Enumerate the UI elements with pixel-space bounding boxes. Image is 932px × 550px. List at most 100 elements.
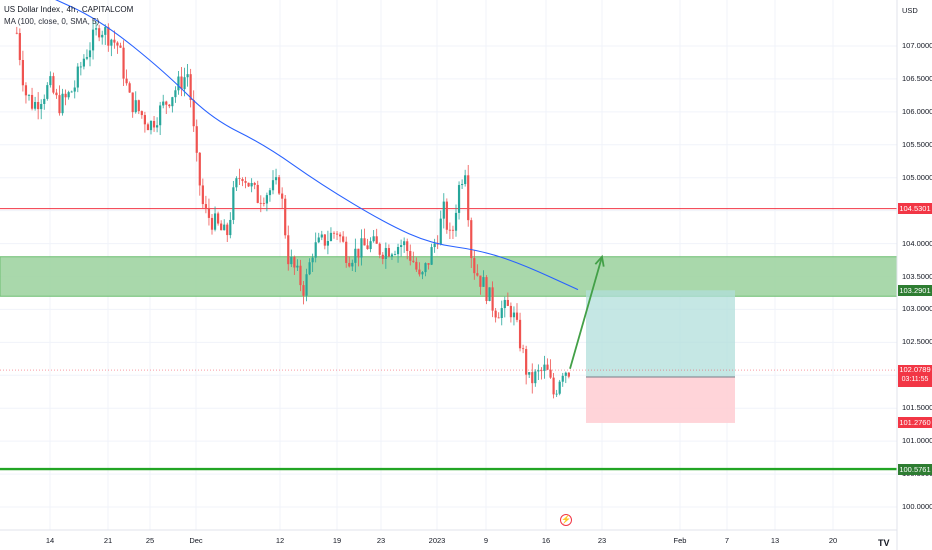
candle-body bbox=[461, 184, 464, 186]
candle bbox=[384, 242, 387, 269]
time-tick-label: Dec bbox=[189, 536, 203, 545]
candle-body bbox=[287, 235, 290, 265]
candle bbox=[104, 24, 107, 45]
candle-body bbox=[265, 195, 268, 204]
candle-body bbox=[79, 66, 82, 68]
price-tick-label: 102.5000 bbox=[902, 337, 932, 347]
candle-body bbox=[439, 218, 442, 245]
price-badge[interactable]: 104.5301 bbox=[898, 203, 932, 215]
candle bbox=[192, 90, 195, 132]
position-stop-area[interactable] bbox=[586, 376, 735, 423]
currency-label[interactable]: USD bbox=[902, 6, 918, 15]
candle bbox=[49, 71, 52, 88]
candle bbox=[186, 63, 189, 87]
candle bbox=[473, 250, 476, 280]
candle bbox=[326, 230, 329, 255]
candle-body bbox=[244, 181, 247, 183]
candle-body bbox=[70, 91, 73, 93]
candle bbox=[485, 275, 488, 305]
candle-body bbox=[369, 241, 372, 250]
candle bbox=[360, 229, 363, 266]
candle-body bbox=[159, 105, 162, 126]
candle-body bbox=[387, 248, 390, 257]
candle-body bbox=[479, 275, 482, 287]
candle bbox=[256, 180, 259, 204]
current-price-badge: 102.0789 03:11:55 bbox=[898, 365, 932, 388]
legend-interval[interactable]: 4h bbox=[66, 5, 76, 14]
legend-symbol[interactable]: US Dollar Index bbox=[4, 5, 61, 14]
candle bbox=[217, 211, 220, 226]
candle-body bbox=[396, 246, 400, 255]
candle-body bbox=[180, 76, 183, 90]
candle bbox=[73, 80, 76, 99]
candle bbox=[296, 259, 299, 272]
candle bbox=[369, 237, 372, 253]
candle bbox=[119, 42, 122, 48]
candle-body bbox=[183, 77, 186, 90]
candle bbox=[439, 210, 442, 246]
candle bbox=[311, 253, 314, 272]
candle-body bbox=[326, 240, 329, 246]
candle bbox=[366, 238, 369, 250]
candle bbox=[165, 100, 168, 115]
candle-body bbox=[223, 224, 226, 231]
candle bbox=[403, 237, 406, 253]
bar-countdown: 03:11:55 bbox=[901, 376, 929, 384]
candle-body bbox=[91, 29, 95, 51]
candle bbox=[113, 30, 116, 49]
candle-body bbox=[375, 236, 378, 244]
lightning-icon[interactable]: ⚡ bbox=[560, 514, 572, 526]
candle bbox=[509, 302, 512, 323]
candle bbox=[21, 50, 24, 92]
candle-body bbox=[116, 42, 119, 46]
candle-body bbox=[61, 93, 64, 114]
candle bbox=[226, 222, 229, 243]
candle-body bbox=[49, 76, 52, 86]
candle-body bbox=[464, 175, 467, 185]
candle-body bbox=[400, 245, 403, 247]
candle-body bbox=[491, 287, 494, 311]
candle bbox=[390, 252, 394, 260]
candle bbox=[79, 61, 82, 76]
candle-body bbox=[494, 310, 497, 318]
candle bbox=[372, 230, 375, 243]
candle bbox=[18, 28, 21, 66]
position-target-area[interactable] bbox=[586, 290, 735, 377]
indicator-legend[interactable]: MA (100, close, 0, SMA, 5) bbox=[4, 17, 100, 26]
time-tick-label: 21 bbox=[103, 536, 113, 545]
demand-zone[interactable] bbox=[0, 256, 898, 297]
candle-body bbox=[378, 243, 381, 255]
candle bbox=[534, 369, 537, 387]
candle bbox=[101, 30, 104, 45]
candle bbox=[27, 94, 31, 101]
candle bbox=[479, 275, 482, 295]
tradingview-logo[interactable]: TV bbox=[878, 538, 890, 548]
time-tick-label: 16 bbox=[541, 536, 551, 545]
candle-body bbox=[122, 47, 125, 79]
time-tick-label: 20 bbox=[828, 536, 838, 545]
candle bbox=[467, 164, 470, 227]
candle bbox=[430, 243, 433, 266]
candle bbox=[162, 94, 165, 109]
price-tick-label: 101.0000 bbox=[902, 436, 932, 446]
price-badge[interactable]: 101.2760 bbox=[898, 417, 932, 429]
candle-body bbox=[101, 34, 104, 38]
candle bbox=[351, 259, 354, 272]
candle bbox=[476, 264, 479, 277]
candle bbox=[555, 389, 558, 398]
candle-body bbox=[381, 254, 384, 259]
candle-body bbox=[232, 187, 235, 220]
candle-body bbox=[21, 60, 24, 86]
candle bbox=[293, 255, 296, 275]
price-badge[interactable]: 103.2901 bbox=[898, 284, 932, 296]
arrow-shaft[interactable] bbox=[569, 256, 603, 369]
candle-body bbox=[171, 97, 174, 107]
chart-legend-title: US Dollar Index, 4h, CAPITALCOM bbox=[4, 5, 134, 14]
candle bbox=[497, 312, 500, 319]
candle-body bbox=[238, 178, 241, 180]
candle bbox=[149, 120, 153, 135]
price-badge[interactable]: 100.5761 bbox=[898, 463, 932, 475]
time-tick-label: 23 bbox=[597, 536, 607, 545]
candle bbox=[421, 271, 424, 280]
